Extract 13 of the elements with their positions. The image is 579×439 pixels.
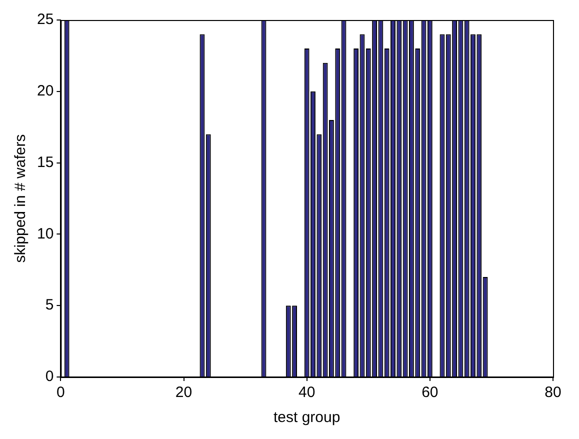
y-axis-title: skipped in # wafers [12, 134, 30, 263]
y-tick-label: 10 [36, 225, 54, 242]
x-tick-label: 80 [544, 384, 562, 402]
y-tick-label: 5 [45, 296, 54, 314]
y-tick-label: 0 [45, 368, 54, 386]
y-tick-label: 20 [36, 82, 54, 100]
y-tick-label: 15 [36, 154, 54, 171]
x-tick-label: 40 [298, 384, 316, 402]
y-tick-label: 25 [36, 11, 54, 28]
x-tick-label: 60 [422, 384, 438, 402]
x-tick-label: 20 [175, 384, 192, 402]
x-axis-title: test group [273, 409, 340, 426]
x-tick-label: 0 [56, 384, 65, 402]
